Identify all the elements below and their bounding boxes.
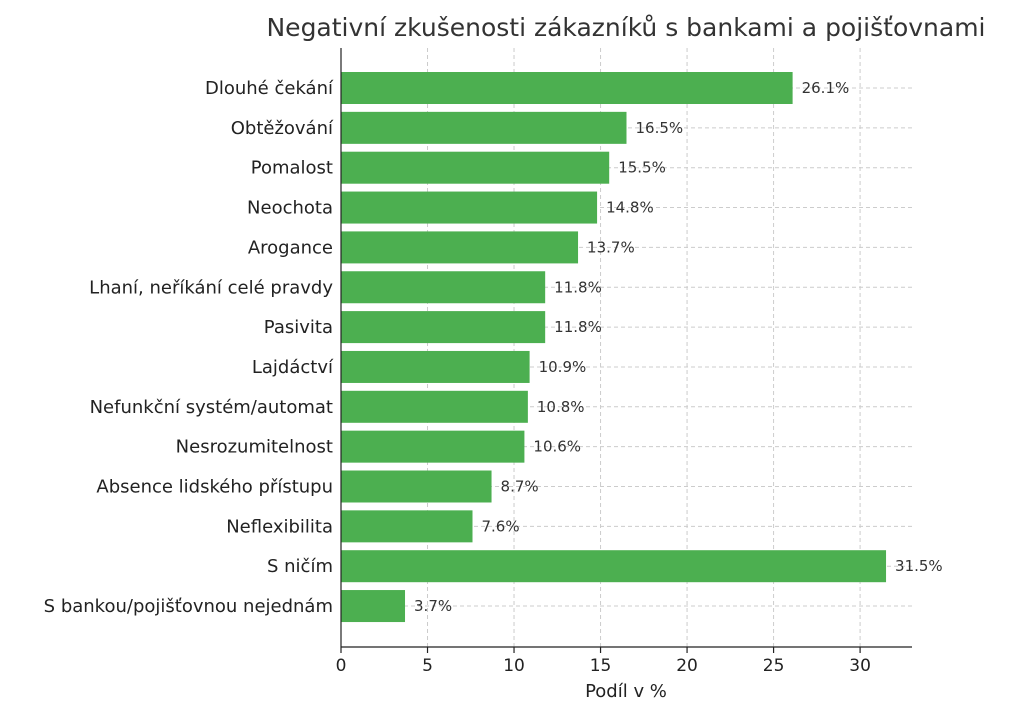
value-labels: 26.1% 16.5% 15.5% 14.8% 13.7% 11.8% 11.8% 10.9%… — [414, 79, 943, 615]
x-tick-labels: 0 5 10 15 20 25 30 — [336, 656, 871, 676]
value-label: 31.5% — [895, 557, 943, 575]
x-tick-label: 30 — [849, 656, 871, 676]
category-label: Pomalost — [251, 158, 333, 179]
category-label: Obtěžování — [231, 118, 334, 139]
bar — [341, 550, 887, 583]
value-label: 26.1% — [802, 79, 850, 97]
value-label: 10.9% — [539, 358, 587, 376]
x-tick-label: 10 — [503, 656, 525, 676]
value-label: 10.8% — [537, 398, 585, 416]
category-label: Nefunkční systém/automat — [90, 397, 333, 418]
value-label: 14.8% — [606, 199, 654, 217]
value-label: 7.6% — [482, 517, 520, 535]
category-label: Arogance — [248, 237, 333, 258]
value-label: 13.7% — [587, 238, 635, 256]
x-tick-label: 20 — [676, 656, 698, 676]
category-label: S ničím — [267, 556, 333, 577]
axes — [340, 48, 912, 653]
category-label: Nesrozumitelnost — [176, 437, 333, 458]
x-tick-label: 5 — [422, 656, 433, 676]
bars — [341, 72, 887, 623]
category-label: Absence lidského přístupu — [96, 477, 333, 498]
chart-title: Negativní zkušenosti zákazníků s bankami… — [266, 13, 985, 42]
category-label: Lajdáctví — [252, 357, 334, 378]
x-axis-label: Podíl v % — [585, 681, 667, 702]
value-label: 15.5% — [618, 159, 666, 177]
value-label: 11.8% — [554, 278, 602, 296]
bar — [341, 151, 610, 184]
category-label: Dlouhé čekání — [205, 78, 334, 99]
category-label: Neflexibilita — [226, 516, 333, 537]
x-tick-label: 25 — [763, 656, 785, 676]
bar — [341, 311, 546, 344]
bar — [341, 111, 627, 144]
bar — [341, 510, 473, 543]
bar — [341, 231, 579, 264]
category-labels: Dlouhé čekání Obtěžování Pomalost Neochota A… — [44, 78, 334, 617]
category-label: Pasivita — [264, 317, 333, 338]
bar — [341, 390, 528, 423]
bar — [341, 191, 598, 224]
value-label: 16.5% — [636, 119, 684, 137]
value-label: 3.7% — [414, 597, 452, 615]
category-label: S bankou/pojišťovnou nejednám — [44, 596, 333, 617]
value-label: 8.7% — [501, 478, 539, 496]
bar — [341, 72, 793, 104]
bar — [341, 350, 530, 383]
bar — [341, 470, 492, 503]
x-tick-label: 0 — [336, 656, 347, 676]
bar — [341, 271, 546, 304]
category-label: Lhaní, neříkání celé pravdy — [89, 277, 333, 298]
category-label: Neochota — [247, 198, 333, 219]
value-label: 10.6% — [533, 438, 581, 456]
bar — [341, 590, 406, 623]
gridlines — [341, 48, 912, 647]
x-tick-label: 15 — [590, 656, 612, 676]
value-label: 11.8% — [554, 318, 602, 336]
bar — [341, 430, 525, 463]
